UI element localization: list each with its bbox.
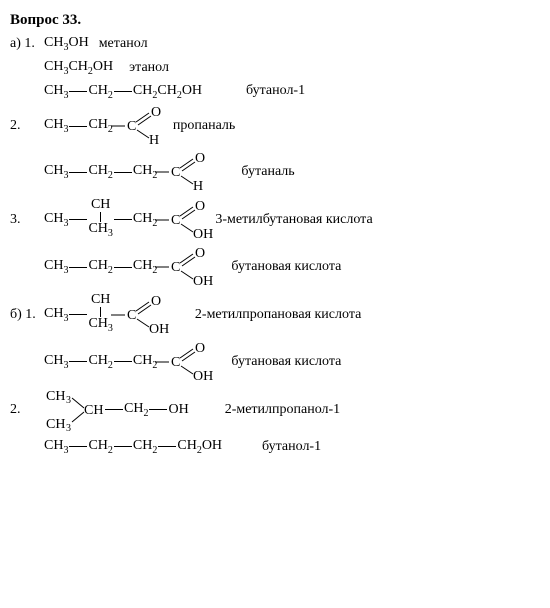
svg-text:H: H bbox=[193, 179, 203, 194]
svg-text:O: O bbox=[195, 246, 205, 261]
compound-name: 2-метилпропановая кислота bbox=[195, 307, 361, 323]
compound-name: бутановая кислота bbox=[231, 354, 341, 370]
svg-text:H: H bbox=[149, 133, 159, 148]
svg-text:O: O bbox=[195, 199, 205, 214]
chemical-formula: CH3CH2CH2COOH bbox=[44, 342, 203, 382]
content-area: а) 1.CH3OHметанолCH3CH2OHэтанолCH3CH2CH2… bbox=[10, 35, 540, 456]
svg-text:C: C bbox=[171, 260, 180, 275]
compound-name: этанол bbox=[129, 60, 169, 76]
compound-name: метанол bbox=[99, 36, 148, 52]
svg-text:O: O bbox=[151, 105, 161, 120]
compound-row: CH3CH2CH2COOH бутановая кислота bbox=[10, 247, 540, 287]
chemical-formula: CH3CHCH3COOH bbox=[44, 293, 159, 336]
compound-row: 3.CH3CHCH3CH2COOH 3-метилбутановая кислот… bbox=[10, 198, 540, 241]
row-lead: 2. bbox=[10, 402, 44, 418]
chemical-formula: CH3CH3CHCH2OH bbox=[44, 388, 189, 432]
compound-name: бутанол-1 bbox=[246, 83, 305, 99]
row-lead: а) 1. bbox=[10, 36, 44, 52]
row-lead: 2. bbox=[10, 118, 44, 134]
svg-text:CH: CH bbox=[84, 403, 103, 418]
chemical-formula: CH3CHCH3CH2COOH bbox=[44, 198, 203, 241]
svg-text:C: C bbox=[171, 165, 180, 180]
compound-name: 3-метилбутановая кислота bbox=[215, 212, 372, 228]
chemical-formula: CH3CH2CH2COOH bbox=[44, 247, 203, 287]
row-lead: б) 1. bbox=[10, 307, 44, 323]
svg-text:OH: OH bbox=[193, 369, 213, 384]
page-title: Вопрос 33. bbox=[10, 12, 540, 29]
compound-name: 2-метилпропанол-1 bbox=[225, 402, 341, 418]
compound-row: CH3CH2OH этанол bbox=[10, 59, 540, 77]
compound-row: CH3CH2CH2CH2OH бутанол-1 bbox=[10, 438, 540, 456]
svg-text:C: C bbox=[127, 308, 136, 323]
compound-row: 2.CH3CH2COH пропаналь bbox=[10, 106, 540, 146]
svg-text:OH: OH bbox=[149, 322, 169, 337]
svg-text:OH: OH bbox=[193, 227, 213, 242]
svg-text:C: C bbox=[171, 213, 180, 228]
compound-row: CH3CH2CH2COOH бутановая кислота bbox=[10, 342, 540, 382]
svg-text:3: 3 bbox=[66, 395, 71, 406]
chemical-formula: CH3CH2COH bbox=[44, 106, 159, 146]
compound-row: б) 1.CH3CHCH3COOH 2-метилпропановая кисло… bbox=[10, 293, 540, 336]
row-lead: 3. bbox=[10, 212, 44, 228]
svg-text:O: O bbox=[151, 294, 161, 309]
compound-name: бутанол-1 bbox=[262, 439, 321, 455]
chemical-formula: CH3CH2CH2CH2OH bbox=[44, 438, 222, 456]
chemical-formula: CH3CH2OH bbox=[44, 59, 113, 77]
compound-name: бутановая кислота bbox=[231, 259, 341, 275]
svg-text:O: O bbox=[195, 151, 205, 166]
compound-row: CH3CH2CH2COH бутаналь bbox=[10, 152, 540, 192]
svg-text:C: C bbox=[171, 355, 180, 370]
svg-text:O: O bbox=[195, 341, 205, 356]
svg-text:CH: CH bbox=[46, 417, 65, 432]
chemical-formula: CH3OH bbox=[44, 35, 89, 53]
chemical-formula: CH3CH2CH2COH bbox=[44, 152, 203, 192]
chemical-formula: CH3CH2CH2CH2OH bbox=[44, 83, 202, 101]
svg-text:C: C bbox=[127, 119, 136, 134]
compound-name: пропаналь bbox=[173, 118, 235, 134]
compound-name: бутаналь bbox=[241, 164, 294, 180]
svg-text:3: 3 bbox=[66, 423, 71, 434]
svg-text:CH: CH bbox=[46, 389, 65, 404]
compound-row: 2.CH3CH3CHCH2OH2-метилпропанол-1 bbox=[10, 388, 540, 432]
compound-row: а) 1.CH3OH метанол bbox=[10, 35, 540, 53]
compound-row: CH3CH2CH2CH2OH бутанол-1 bbox=[10, 83, 540, 101]
svg-text:OH: OH bbox=[193, 274, 213, 289]
